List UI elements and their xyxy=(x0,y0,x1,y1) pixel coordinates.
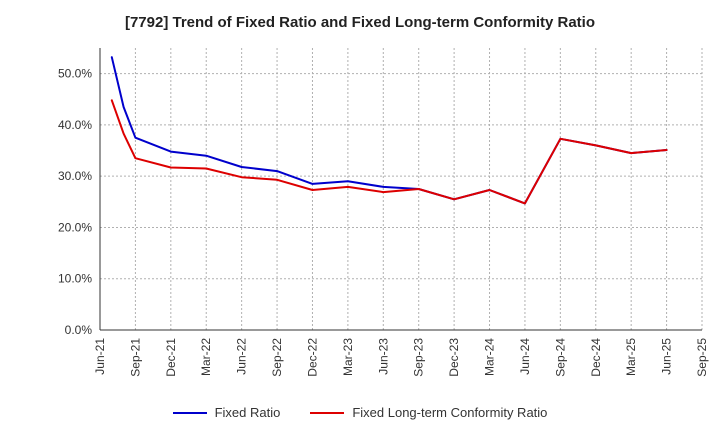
x-tick-label: Jun-23 xyxy=(376,338,390,375)
x-tick-label: Sep-25 xyxy=(695,338,709,377)
x-tick-label: Dec-23 xyxy=(447,338,461,377)
y-tick-label: 50.0% xyxy=(58,67,92,81)
x-tick-label: Dec-24 xyxy=(589,338,603,377)
x-tick-label: Dec-21 xyxy=(164,338,178,377)
x-tick-label: Jun-25 xyxy=(660,338,674,375)
legend-swatch-fixed-ratio xyxy=(172,411,207,414)
x-tick-label: Jun-24 xyxy=(518,338,532,375)
x-tick-label: Sep-23 xyxy=(412,338,426,377)
legend-item-fixed-long-term-conformity-ratio: Fixed Long-term Conformity Ratio xyxy=(310,405,547,420)
y-tick-label: 40.0% xyxy=(58,118,92,132)
x-tick-label: Mar-23 xyxy=(341,338,355,376)
y-tick-label: 0.0% xyxy=(65,323,93,337)
x-tick-label: Mar-25 xyxy=(624,338,638,376)
x-tick-label: Jun-21 xyxy=(93,338,107,375)
x-tick-label: Mar-22 xyxy=(199,338,213,376)
legend-label-fixed-ratio: Fixed Ratio xyxy=(214,405,281,420)
y-tick-label: 30.0% xyxy=(58,169,92,183)
legend-item-fixed-ratio: Fixed Ratio xyxy=(172,405,281,420)
x-tick-label: Jun-22 xyxy=(235,338,249,375)
legend: Fixed Ratio Fixed Long-term Conformity R… xyxy=(0,405,720,420)
x-tick-label: Sep-22 xyxy=(270,338,284,377)
x-tick-label: Dec-22 xyxy=(305,338,319,377)
chart-title: [7792] Trend of Fixed Ratio and Fixed Lo… xyxy=(124,14,596,31)
y-tick-label: 10.0% xyxy=(58,272,92,286)
x-tick-label: Sep-21 xyxy=(128,338,142,377)
legend-label-fixed-long-term-conformity-ratio: Fixed Long-term Conformity Ratio xyxy=(352,405,548,420)
series-line-fixed-long-term-conformity-ratio xyxy=(110,99,668,205)
x-tick-label: Mar-24 xyxy=(483,338,497,376)
legend-swatch-fixed-long-term-conformity-ratio xyxy=(310,411,345,414)
series-line-fixed-ratio xyxy=(110,56,668,205)
x-tick-label: Sep-24 xyxy=(553,338,567,377)
y-tick-label: 20.0% xyxy=(58,220,92,234)
